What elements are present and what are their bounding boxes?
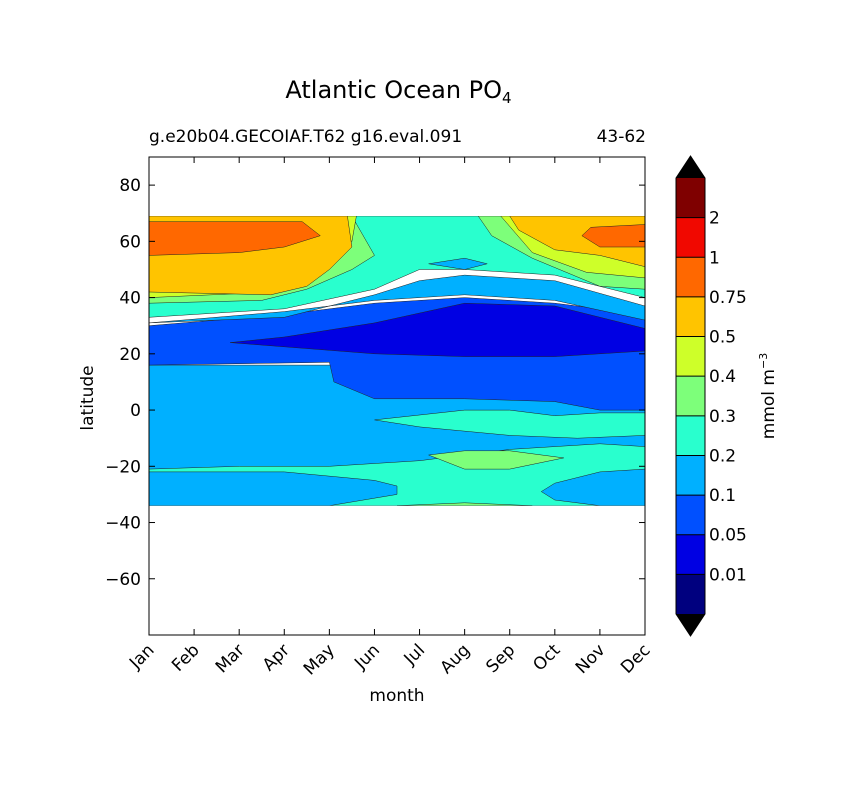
colorbar-extend-high — [676, 156, 705, 178]
x-tick-label: Aug — [437, 640, 475, 678]
colorbar-tick-label: 0.2 — [709, 446, 736, 466]
y-tick-label: 40 — [119, 289, 141, 309]
contour-band-4 — [428, 450, 565, 470]
x-tick-label: Nov — [572, 640, 610, 678]
colorbar-extend-low — [676, 614, 705, 636]
plot-frame — [148, 156, 646, 636]
x-tick-label: Jul — [400, 640, 429, 669]
colorbar-tick-label: 0.3 — [709, 407, 736, 427]
colorbar-swatch — [676, 217, 705, 258]
y-tick-label: 20 — [119, 345, 141, 365]
colorbar-tick-label: 2 — [709, 209, 720, 229]
colorbar-tick-label: 0.75 — [709, 288, 747, 308]
contour-band-2 — [149, 471, 398, 506]
colorbar-swatch — [676, 257, 705, 297]
x-axis-label: month — [369, 686, 425, 706]
contour-band-7 — [374, 409, 645, 439]
x-tick-label: Jan — [125, 640, 158, 673]
contour-band-3 — [541, 468, 645, 506]
colorbar-tick-label: 0.5 — [709, 328, 736, 348]
colorbar-swatch — [676, 336, 705, 377]
y-tick-label: −40 — [105, 514, 141, 534]
y-tick-label: −60 — [105, 570, 141, 590]
y-tick-label: 0 — [130, 401, 141, 421]
colorbar-swatch — [676, 178, 705, 218]
chart-title: Atlantic Ocean PO4 — [0, 76, 797, 107]
x-tick-label: Mar — [212, 640, 249, 677]
colorbar-tick-label: 0.1 — [709, 486, 736, 506]
x-tick-label: Oct — [529, 640, 564, 675]
y-tick-label: −20 — [105, 457, 141, 477]
colorbar-swatch — [676, 574, 705, 614]
x-tick-label: Feb — [168, 640, 203, 675]
x-tick-label: Apr — [259, 640, 294, 675]
years-label: 43-62 — [596, 127, 646, 147]
colorbar-tick-label: 0.4 — [709, 367, 736, 387]
y-tick-label: 60 — [119, 232, 141, 252]
x-tick-label: Dec — [617, 640, 654, 677]
chart-title-subscript: 4 — [502, 89, 512, 107]
x-tick-label: May — [300, 640, 339, 679]
colorbar-outline — [675, 155, 706, 637]
contour-band-10 — [149, 274, 645, 324]
colorbar-swatch — [676, 495, 705, 535]
colorbar: 0.01 0.05 0.1 0.2 0.3 0.4 0.5 0.75 1 2 — [675, 155, 747, 637]
colorbar-tick-label: 0.05 — [709, 526, 747, 546]
colorbar-swatch — [676, 415, 705, 456]
contour-band-6 — [396, 502, 533, 506]
colorbar-tick-label: 1 — [709, 248, 720, 268]
contour-band-9 — [229, 302, 645, 357]
y-tick-label: 80 — [119, 176, 141, 196]
contour-field — [149, 216, 645, 506]
x-tick-label: Sep — [482, 640, 519, 677]
contour-band-18 — [149, 221, 321, 256]
colorbar-swatch — [676, 455, 705, 496]
colorbar-swatch — [676, 534, 705, 575]
colorbar-swatch — [676, 376, 705, 416]
run-label: g.e20b04.GECOIAF.T62 g16.eval.091 — [149, 127, 463, 147]
contour-band-19 — [581, 224, 645, 248]
colorbar-swatch — [676, 296, 705, 337]
colorbar-tick-label: 0.01 — [709, 565, 747, 585]
x-tick-label: Jun — [350, 640, 384, 674]
contour-band-20 — [428, 257, 488, 270]
chart-title-main: Atlantic Ocean PO — [285, 76, 503, 104]
